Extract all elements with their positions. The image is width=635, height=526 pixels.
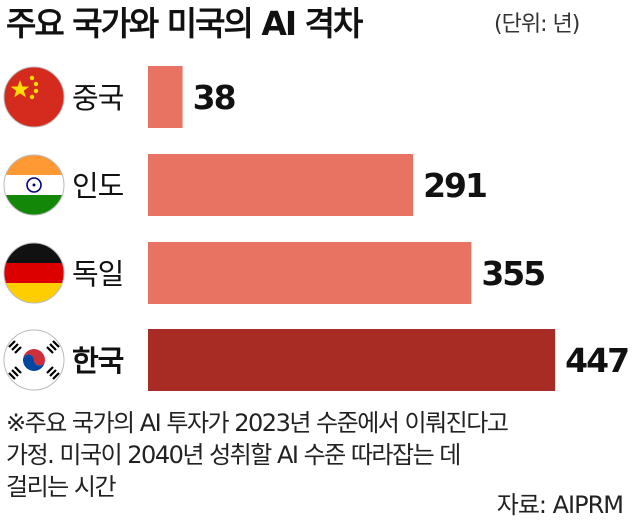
chart-title: 주요 국가와 미국의 AI 격차 [6, 4, 363, 43]
korea-flag-icon [4, 330, 64, 390]
china-flag-icon [4, 67, 64, 127]
footnote-line-2: 가정. 미국이 2040년 성취할 AI 수준 따라잡는 데 [6, 441, 461, 469]
bar [148, 329, 556, 391]
category-label: 인도 [72, 169, 124, 203]
value-label: 447 [565, 341, 628, 380]
bar [148, 154, 414, 216]
bar [148, 242, 472, 304]
india-flag-icon [4, 155, 64, 215]
unit-label: (단위: 년) [494, 12, 580, 37]
germany-flag-icon [4, 243, 64, 303]
category-label: 한국 [72, 344, 124, 378]
footnote-line-1: ※주요 국가의 AI 투자가 2023년 수준에서 이뤄진다고 [6, 409, 509, 437]
footnote-line-3: 걸리는 시간 [6, 473, 117, 501]
value-label: 38 [193, 78, 235, 117]
category-label: 중국 [72, 81, 124, 115]
value-label: 291 [423, 166, 486, 205]
bar [148, 66, 183, 128]
category-label: 독일 [72, 257, 123, 291]
source-label: 자료: AIPRM [496, 491, 624, 519]
value-label: 355 [481, 254, 544, 293]
